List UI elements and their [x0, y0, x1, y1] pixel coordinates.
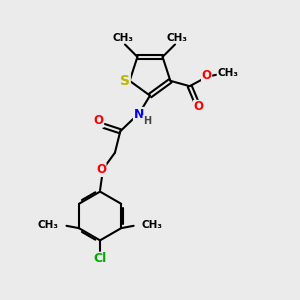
Text: CH₃: CH₃ — [217, 68, 238, 78]
Text: H: H — [143, 116, 151, 126]
Text: O: O — [96, 164, 106, 176]
Text: CH₃: CH₃ — [37, 220, 58, 230]
Text: S: S — [120, 74, 130, 88]
Text: CH₃: CH₃ — [113, 33, 134, 43]
Text: CH₃: CH₃ — [166, 33, 187, 43]
Text: CH₃: CH₃ — [142, 220, 163, 230]
Text: Cl: Cl — [93, 252, 107, 265]
Text: O: O — [194, 100, 204, 113]
Text: N: N — [134, 107, 144, 121]
Text: O: O — [94, 114, 103, 127]
Text: O: O — [202, 69, 212, 82]
